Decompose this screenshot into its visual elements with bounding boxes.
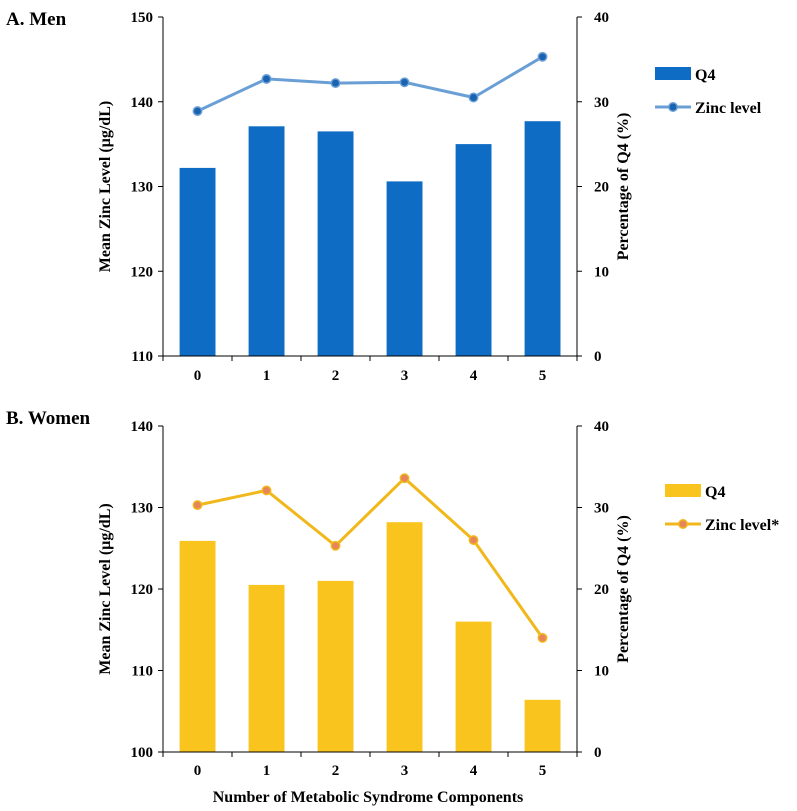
y-right-tick-label: 0: [594, 349, 602, 365]
bar-3: [386, 522, 423, 752]
zinc-point-4: [468, 92, 479, 103]
zinc-point-5: [537, 632, 548, 643]
y-right-tick-label: 10: [594, 264, 609, 280]
legend-swatch-marker: [668, 102, 678, 112]
legend-swatch-bar: [665, 484, 701, 497]
x-tick-label: 3: [401, 763, 409, 779]
zinc-point-3: [399, 473, 410, 484]
y-axis-left-title: Mean Zinc Level (µg/dL): [97, 101, 114, 272]
zinc-point-1: [261, 73, 272, 84]
bar-4: [455, 144, 492, 356]
y-right-tick-label: 30: [594, 501, 609, 517]
y-left-tick-label: 110: [131, 349, 153, 365]
bar-2: [317, 131, 354, 356]
y-right-tick-label: 20: [594, 582, 609, 598]
y-right-tick-label: 30: [594, 95, 609, 111]
y-left-tick-label: 130: [131, 180, 154, 196]
x-tick-label: 0: [194, 763, 202, 779]
y-left-tick-label: 140: [131, 419, 154, 435]
chart-women: B. Women 100 110 120 130 140 0 10 20 30 40 0 1 2 3 4 5 Me…: [6, 408, 779, 779]
zinc-point-2: [330, 78, 341, 89]
legend-label-line: Zinc level*: [705, 517, 779, 534]
y-right-tick-label: 0: [594, 745, 602, 761]
x-tick-label: 3: [401, 368, 409, 384]
y-right-tick-label: 40: [594, 419, 609, 435]
x-tick-label: 4: [470, 763, 478, 779]
y-right-tick-label: 10: [594, 664, 609, 680]
zinc-line: [196, 55, 544, 113]
zinc-point-4: [468, 535, 479, 546]
zinc-point-0: [192, 106, 203, 117]
x-tick-label: 1: [263, 368, 271, 384]
bar-5: [524, 121, 561, 356]
y-left-tick-label: 130: [131, 501, 154, 517]
x-tick-label: 5: [539, 763, 547, 779]
panel-title: B. Women: [6, 408, 91, 429]
y-left-tick-label: 110: [131, 664, 153, 680]
legend-label-bar: Q4: [705, 484, 725, 501]
x-tick-label: 2: [332, 763, 340, 779]
legend-label-line: Zinc level: [695, 100, 762, 117]
bar-1: [248, 126, 285, 356]
x-tick-label: 4: [470, 368, 478, 384]
zinc-point-2: [330, 540, 341, 551]
zinc-point-0: [192, 500, 203, 511]
x-tick-label: 1: [263, 763, 271, 779]
y-left-tick-label: 120: [131, 264, 154, 280]
bar-4: [455, 621, 492, 752]
y-left-tick-label: 140: [131, 95, 154, 111]
y-left-tick-label: 120: [131, 582, 154, 598]
bar-1: [248, 584, 285, 752]
legend-swatch-bar: [655, 67, 691, 80]
y-axis-left-title: Mean Zinc Level (µg/dL): [97, 503, 114, 674]
y-right-tick-label: 20: [594, 180, 609, 196]
y-left-tick-label: 150: [131, 10, 154, 26]
x-tick-label: 2: [332, 368, 340, 384]
y-axis-right-title: Percentage of Q4 (%): [615, 113, 632, 261]
bar-0: [179, 167, 216, 356]
x-tick-label: 0: [194, 368, 202, 384]
legend-label-bar: Q4: [695, 67, 715, 84]
y-right-tick-label: 40: [594, 10, 609, 26]
bar-2: [317, 580, 354, 752]
zinc-point-3: [399, 77, 410, 88]
x-tick-label: 5: [539, 368, 547, 384]
x-axis-title: Number of Metabolic Syndrome Components: [213, 789, 524, 806]
panel-title: A. Men: [6, 9, 67, 30]
bar-0: [179, 540, 216, 752]
y-left-tick-label: 100: [131, 745, 154, 761]
zinc-point-1: [261, 485, 272, 496]
y-axis-right-title: Percentage of Q4 (%): [615, 515, 632, 663]
zinc-line: [197, 476, 544, 639]
bar-3: [386, 181, 423, 356]
chart-men: A. Men 110 120 130 140 150 0 10 20 30 40 0 1 2 3 4 5 Mean…: [6, 9, 762, 384]
zinc-point-5: [537, 51, 548, 62]
legend-swatch-marker: [678, 519, 688, 529]
bar-5: [524, 699, 561, 752]
